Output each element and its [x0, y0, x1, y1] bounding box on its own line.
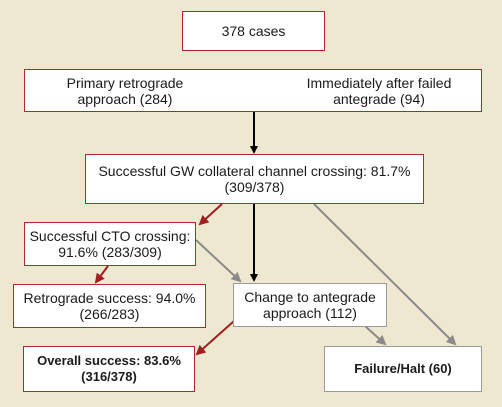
node-total-cases: 378 cases	[182, 11, 325, 51]
node-retrograde-success: Retrograde success: 94.0% (266/283)	[13, 284, 206, 328]
node-cto-crossing: Successful CTO crossing: 91.6% (283/309)	[24, 222, 196, 266]
node-approach-after-failed: Immediately after failed antegrade (94)	[306, 74, 452, 107]
arrow-cto-to-antegrade	[195, 239, 242, 283]
node-failure-halt: Failure/Halt (60)	[324, 346, 482, 392]
node-overall-success: Overall success: 83.6% (316/378)	[23, 346, 195, 392]
node-approach: Primary retrograde approach (284) Immedi…	[24, 69, 482, 112]
arrow-collateral-to-cto	[198, 203, 223, 226]
arrow-antegrade-to-overall	[195, 320, 235, 356]
arrow-cto-to-retrograde	[94, 265, 109, 284]
node-approach-primary: Primary retrograde approach (284)	[66, 74, 184, 107]
arrow-antegrade-to-failure	[364, 325, 387, 346]
arrow-collateral-to-failure	[313, 203, 457, 346]
node-collateral-crossing: Successful GW collateral channel crossin…	[85, 154, 424, 204]
node-change-antegrade: Change to antegrade approach (112)	[233, 283, 387, 327]
